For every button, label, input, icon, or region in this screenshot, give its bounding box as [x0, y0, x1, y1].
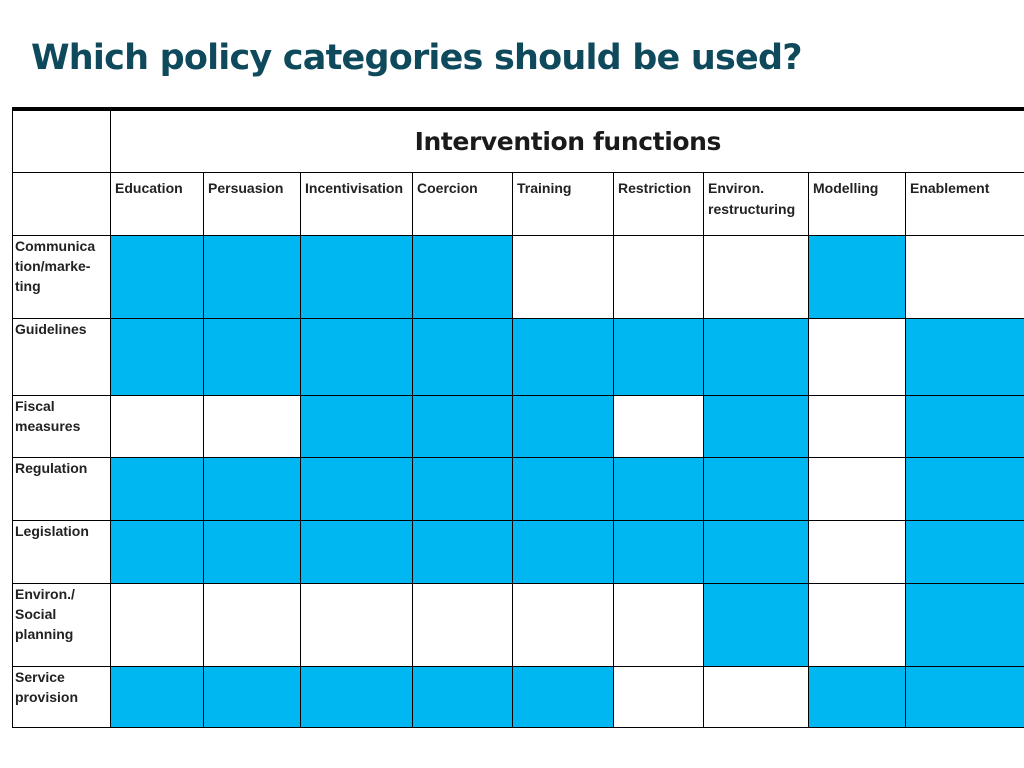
applicable-cell — [904, 317, 1024, 396]
applicable-cell — [412, 235, 513, 319]
applicable-cell — [904, 394, 1024, 458]
applicable-cell — [512, 519, 614, 584]
empty-cell — [808, 317, 906, 396]
policy-label: Fiscal measures — [12, 394, 111, 458]
col-persuasion: Persuasion — [203, 171, 301, 236]
applicable-cell — [203, 317, 301, 396]
policy-label: Environ./ Social planning — [12, 582, 111, 667]
applicable-cell — [110, 665, 204, 728]
empty-cell — [613, 235, 704, 319]
applicable-cell — [703, 456, 809, 521]
col-training: Training — [512, 171, 614, 236]
empty-cell — [110, 394, 204, 458]
empty-cell — [808, 394, 906, 458]
applicable-cell — [110, 235, 204, 319]
col-restriction: Restriction — [613, 171, 704, 236]
corner-cell — [12, 111, 111, 173]
applicable-cell — [203, 235, 301, 319]
policy-row: Regulation — [12, 456, 1024, 521]
empty-cell — [703, 665, 809, 728]
empty-cell — [110, 582, 204, 667]
empty-cell — [512, 235, 614, 319]
policy-label: Legislation — [12, 519, 111, 584]
applicable-cell — [613, 519, 704, 584]
applicable-cell — [203, 665, 301, 728]
policy-label: Communica tion/marke- ting — [12, 235, 111, 319]
applicable-cell — [412, 317, 513, 396]
applicable-cell — [703, 519, 809, 584]
applicable-cell — [512, 456, 614, 521]
applicable-cell — [904, 582, 1024, 667]
policy-function-matrix: Intervention functions Education Persuas… — [12, 111, 1024, 728]
policy-row: Communica tion/marke- ting — [12, 235, 1024, 319]
policy-label: Regulation — [12, 456, 111, 521]
applicable-cell — [512, 394, 614, 458]
applicable-cell — [110, 519, 204, 584]
applicable-cell — [300, 456, 413, 521]
col-coercion: Coercion — [412, 171, 513, 236]
policy-row: Guidelines — [12, 317, 1024, 396]
empty-cell — [808, 582, 906, 667]
empty-cell — [904, 235, 1024, 319]
applicable-cell — [613, 456, 704, 521]
applicable-cell — [703, 317, 809, 396]
policy-row: Legislation — [12, 519, 1024, 584]
policy-label: Guidelines — [12, 317, 111, 396]
applicable-cell — [110, 456, 204, 521]
empty-cell — [512, 582, 614, 667]
policy-row: Environ./ Social planning — [12, 582, 1024, 667]
col-environ-restructuring: Environ. restructuring — [703, 171, 809, 236]
empty-cell — [613, 394, 704, 458]
empty-cell — [613, 582, 704, 667]
applicable-cell — [412, 665, 513, 728]
functions-header: Intervention functions — [109, 111, 1024, 173]
empty-cell — [703, 235, 809, 319]
slide-title: Which policy categories should be used? — [31, 38, 803, 78]
applicable-cell — [904, 665, 1024, 728]
applicable-cell — [613, 317, 704, 396]
applicable-cell — [300, 665, 413, 728]
applicable-cell — [904, 519, 1024, 584]
column-header-row: Education Persuasion Incentivisation Coe… — [12, 171, 1024, 236]
applicable-cell — [300, 394, 413, 458]
applicable-cell — [412, 519, 513, 584]
applicable-cell — [300, 235, 413, 319]
applicable-cell — [300, 519, 413, 584]
functions-header-row: Intervention functions — [12, 111, 1024, 173]
applicable-cell — [203, 519, 301, 584]
empty-cell — [808, 456, 906, 521]
col-modelling: Modelling — [808, 171, 906, 236]
policy-row: Fiscal measures — [12, 394, 1024, 458]
empty-cell — [412, 582, 513, 667]
applicable-cell — [412, 456, 513, 521]
applicable-cell — [412, 394, 513, 458]
applicable-cell — [512, 665, 614, 728]
col-incentivisation: Incentivisation — [300, 171, 413, 236]
applicable-cell — [110, 317, 204, 396]
policy-label: Service provision — [12, 665, 111, 728]
col-education: Education — [110, 171, 204, 236]
applicable-cell — [300, 317, 413, 396]
applicable-cell — [703, 394, 809, 458]
applicable-cell — [808, 665, 906, 728]
applicable-cell — [808, 235, 906, 319]
top-rule — [12, 107, 1024, 111]
empty-cell — [203, 394, 301, 458]
empty-cell — [808, 519, 906, 584]
applicable-cell — [512, 317, 614, 396]
corner-cell-2 — [12, 171, 111, 236]
applicable-cell — [904, 456, 1024, 521]
empty-cell — [613, 665, 704, 728]
empty-cell — [203, 582, 301, 667]
applicable-cell — [203, 456, 301, 521]
policy-row: Service provision — [12, 665, 1024, 728]
empty-cell — [300, 582, 413, 667]
col-enablement: Enablement — [904, 171, 1024, 236]
applicable-cell — [703, 582, 809, 667]
